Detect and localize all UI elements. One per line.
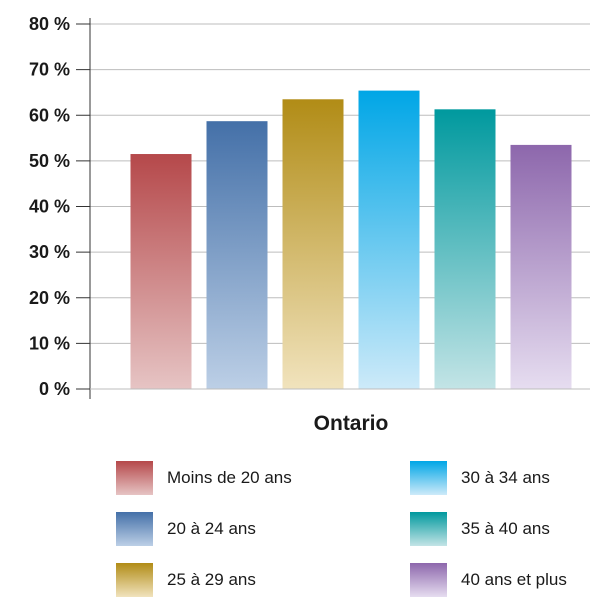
bar-40-ans-et-plus <box>510 144 572 389</box>
legend-label: 30 à 34 ans <box>461 468 550 487</box>
bars <box>130 90 572 390</box>
bar-30-34-ans <box>358 90 420 390</box>
y-tick-label: 30 % <box>29 242 70 262</box>
legend-item-30-a-34-ans: 30 à 34 ans <box>410 461 550 495</box>
legend-label: 20 à 24 ans <box>167 519 256 538</box>
y-tick-label: 60 % <box>29 105 70 125</box>
legend-swatch <box>410 512 447 546</box>
y-tick-label: 20 % <box>29 288 70 308</box>
legend-item-moins-de-20-ans: Moins de 20 ans <box>116 461 292 495</box>
legend-swatch <box>116 563 153 597</box>
y-tick-label: 70 % <box>29 60 70 80</box>
y-tick-label: 40 % <box>29 197 70 217</box>
bar-20-24-ans <box>206 121 268 390</box>
legend-swatch <box>116 512 153 546</box>
legend-item-25-a-29-ans: 25 à 29 ans <box>116 563 256 597</box>
legend-swatch <box>410 563 447 597</box>
bar-25-29-ans <box>282 99 344 389</box>
bar-35-40-ans <box>434 109 496 389</box>
legend-label: 35 à 40 ans <box>461 519 550 538</box>
legend-item-20-a-24-ans: 20 à 24 ans <box>116 512 256 546</box>
legend-item-40-ans-et-plus: 40 ans et plus <box>410 563 567 597</box>
y-axis-tick-labels: 0 % 10 % 20 % 30 % 40 % 50 % 60 % 70 % 80 % <box>29 14 70 399</box>
legend-swatch <box>116 461 153 495</box>
legend-label: Moins de 20 ans <box>167 468 292 487</box>
bar-moins-de-20-ans <box>130 154 192 389</box>
legend-swatch <box>410 461 447 495</box>
y-tick-label: 50 % <box>29 151 70 171</box>
y-tick-label: 80 % <box>29 14 70 34</box>
axes <box>76 18 590 399</box>
y-tick-label: 0 % <box>39 379 70 399</box>
y-tick-label: 10 % <box>29 333 70 353</box>
legend-item-35-a-40-ans: 35 à 40 ans <box>410 512 550 546</box>
x-category-label: Ontario <box>314 412 389 435</box>
legend-label: 25 à 29 ans <box>167 570 256 589</box>
legend-label: 40 ans et plus <box>461 570 567 589</box>
